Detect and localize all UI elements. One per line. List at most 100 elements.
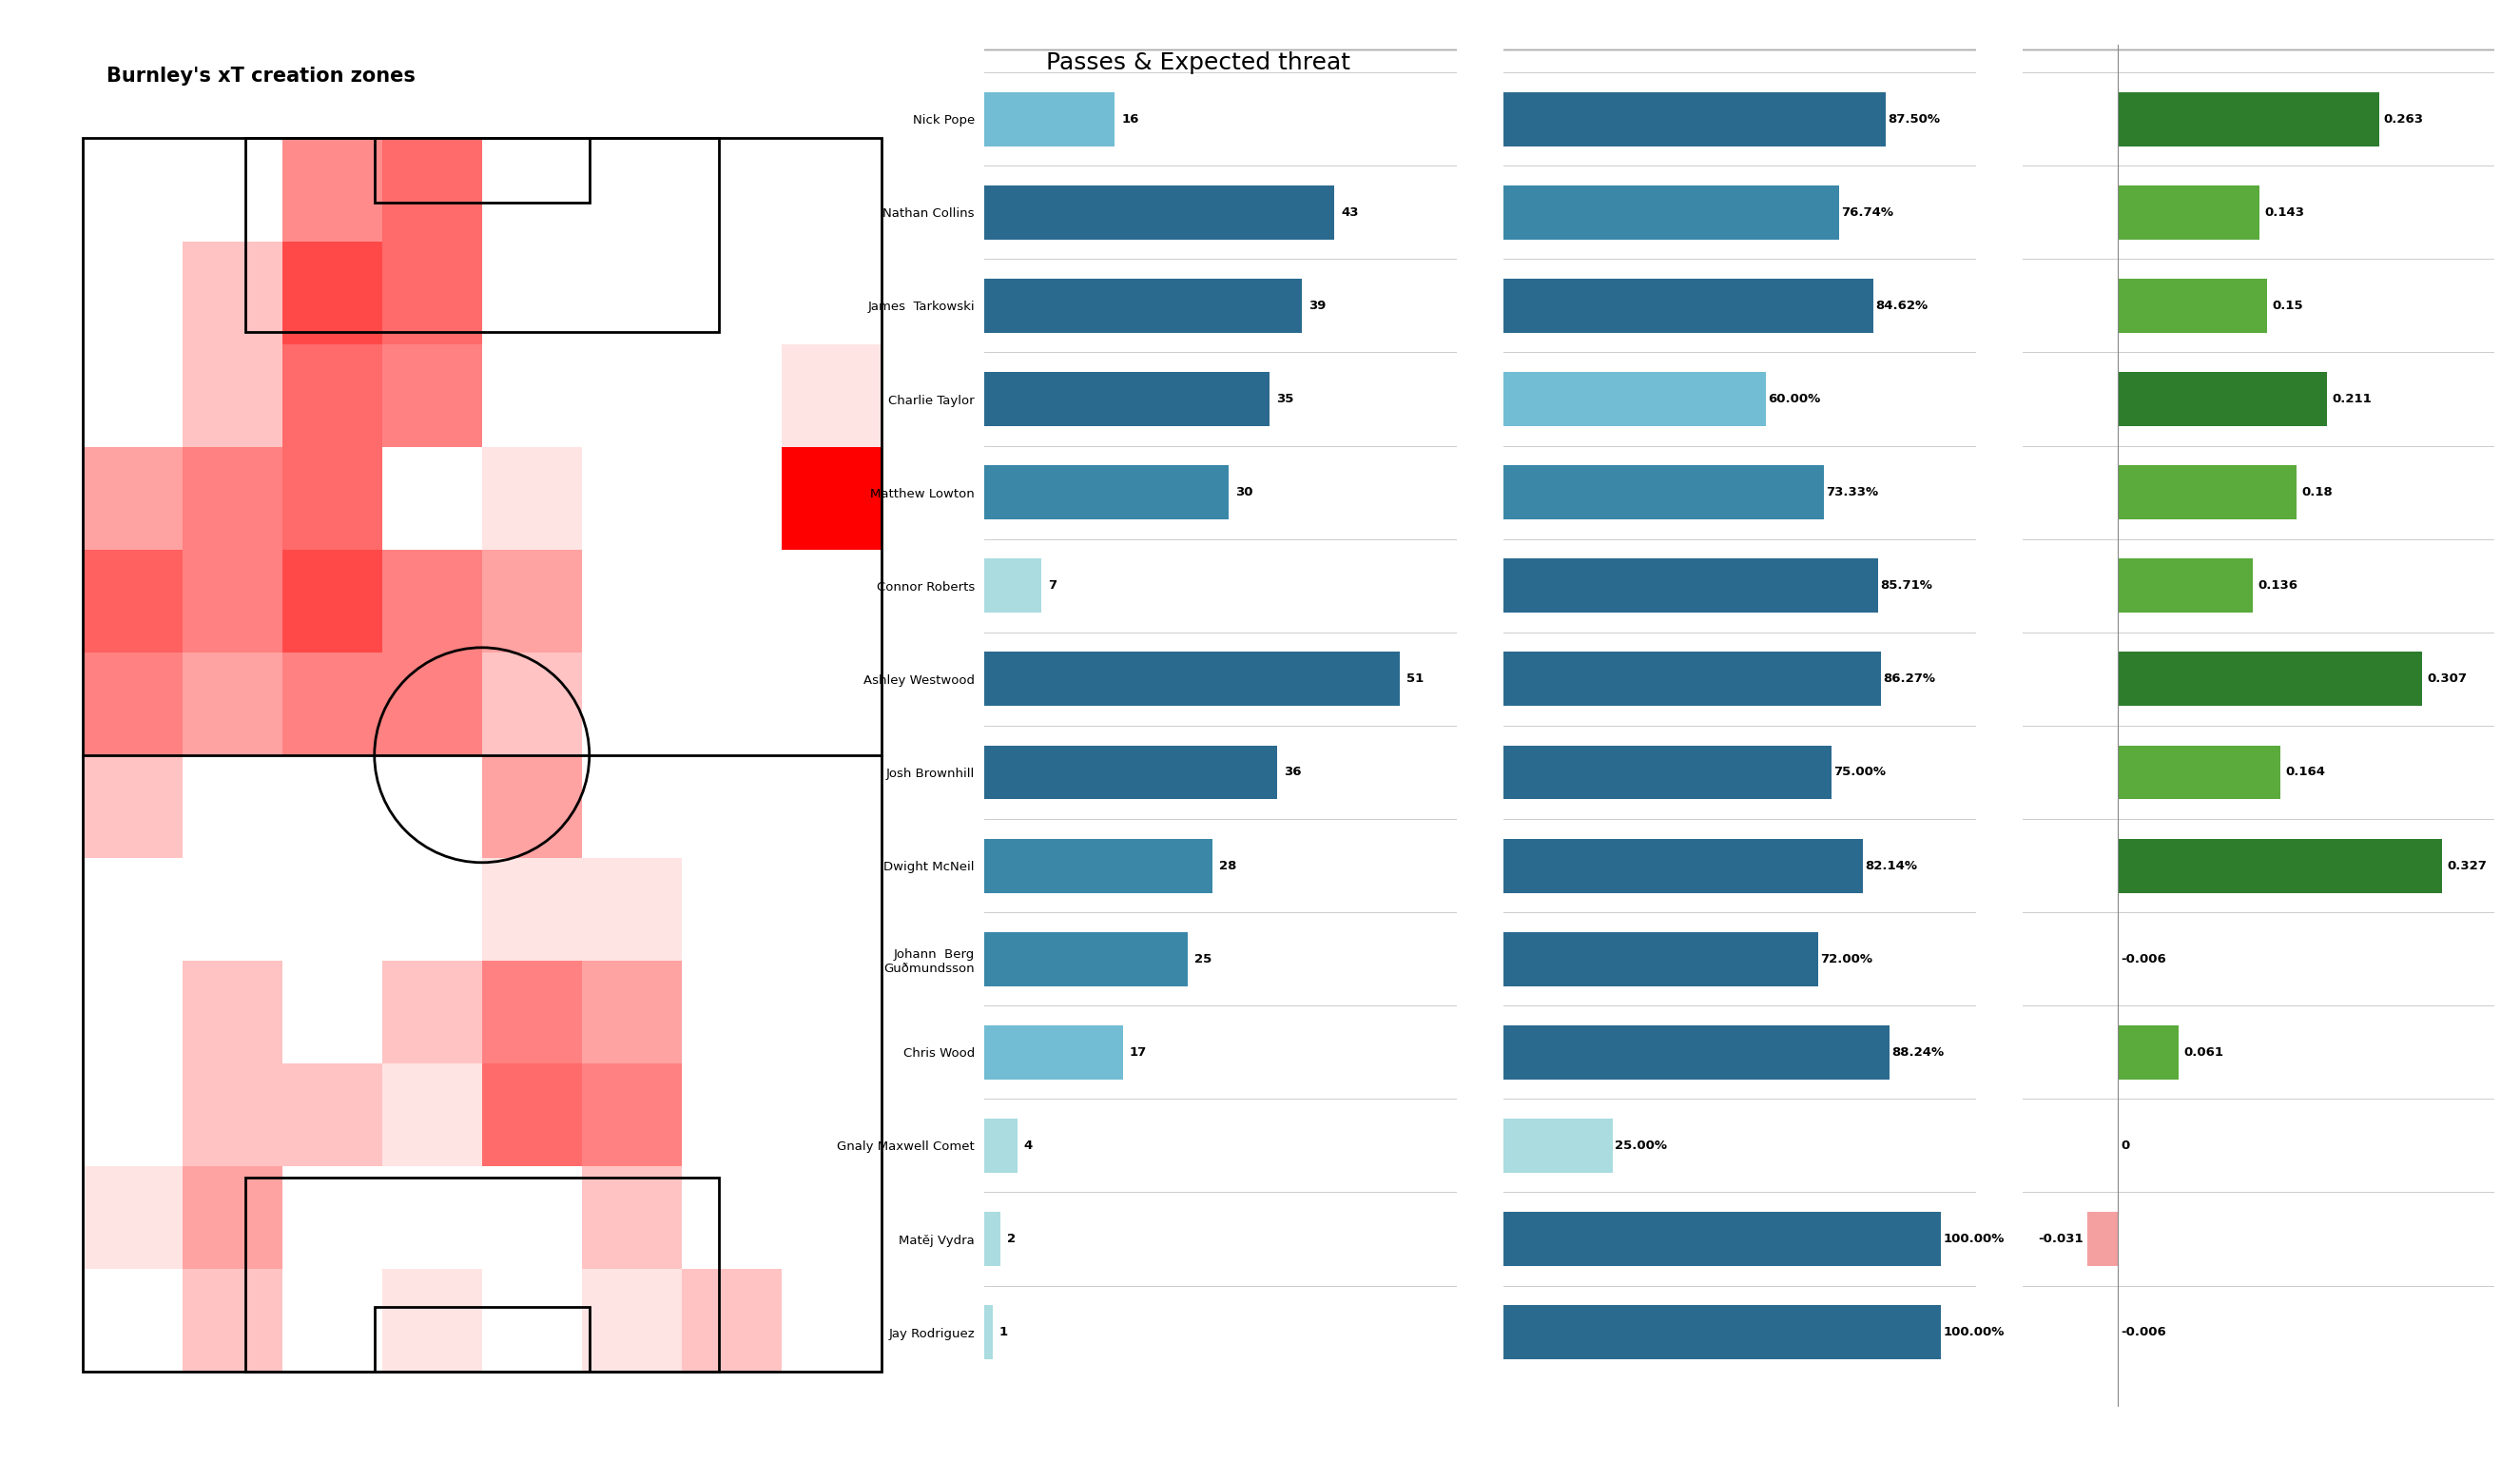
Text: 0.211: 0.211 — [2331, 392, 2371, 406]
Bar — [985, 932, 1187, 986]
Bar — [1504, 932, 1819, 986]
Bar — [985, 838, 1212, 893]
Bar — [383, 1269, 481, 1371]
Bar — [582, 961, 680, 1063]
Bar — [383, 344, 481, 447]
Text: 76.74%: 76.74% — [1842, 206, 1893, 219]
Bar — [985, 185, 1336, 240]
Bar — [781, 447, 882, 549]
Bar — [383, 138, 481, 241]
Text: 87.50%: 87.50% — [1887, 113, 1940, 126]
Text: -0.006: -0.006 — [2122, 952, 2167, 966]
Text: 16: 16 — [1121, 113, 1139, 126]
Text: 84.62%: 84.62% — [1875, 299, 1928, 312]
Bar — [2117, 185, 2260, 240]
Bar — [282, 652, 383, 755]
Bar — [985, 372, 1270, 427]
Text: 2: 2 — [1008, 1232, 1016, 1246]
Bar — [781, 344, 882, 447]
Bar — [481, 652, 582, 755]
Text: 0.061: 0.061 — [2182, 1046, 2223, 1059]
Bar — [1504, 185, 1840, 240]
Bar — [1504, 1118, 1613, 1173]
Bar — [375, 1308, 590, 1371]
Text: 0.307: 0.307 — [2427, 672, 2467, 686]
Bar — [1504, 652, 1880, 706]
Bar — [481, 549, 582, 652]
Bar — [181, 241, 282, 344]
Text: 60.00%: 60.00% — [1769, 392, 1819, 406]
Text: 4: 4 — [1023, 1139, 1033, 1152]
Text: 0.136: 0.136 — [2258, 579, 2298, 592]
Bar — [985, 465, 1230, 520]
Bar — [181, 1269, 282, 1371]
Text: Burnley's xT creation zones: Burnley's xT creation zones — [106, 67, 416, 86]
Text: 72.00%: 72.00% — [1819, 952, 1872, 966]
Bar — [1504, 278, 1872, 333]
Bar — [282, 241, 383, 344]
Text: 0.164: 0.164 — [2286, 766, 2326, 779]
Bar — [383, 241, 481, 344]
Text: 30: 30 — [1235, 486, 1252, 499]
Text: 0.327: 0.327 — [2447, 859, 2487, 872]
Bar — [1504, 465, 1824, 520]
Bar — [985, 1305, 993, 1360]
Text: 51: 51 — [1406, 672, 1424, 686]
Text: 100.00%: 100.00% — [1943, 1325, 2003, 1339]
Text: 7: 7 — [1048, 579, 1056, 592]
Text: 17: 17 — [1129, 1046, 1147, 1059]
Text: 39: 39 — [1308, 299, 1326, 312]
Bar — [383, 961, 481, 1063]
Bar — [282, 344, 383, 447]
Text: 0.18: 0.18 — [2301, 486, 2334, 499]
Bar — [481, 1063, 582, 1166]
Bar — [985, 92, 1114, 147]
Text: 25.00%: 25.00% — [1615, 1139, 1668, 1152]
Text: 75.00%: 75.00% — [1835, 766, 1885, 779]
Text: 0.263: 0.263 — [2384, 113, 2424, 126]
Bar — [244, 138, 718, 332]
Bar — [2117, 465, 2296, 520]
Bar — [1504, 745, 1832, 800]
Bar — [383, 549, 481, 652]
Bar — [2117, 838, 2442, 893]
Bar — [1504, 92, 1885, 147]
Bar — [582, 1269, 680, 1371]
Bar — [83, 652, 181, 755]
Bar — [481, 961, 582, 1063]
Bar — [985, 745, 1278, 800]
Bar — [375, 138, 590, 203]
Text: 100.00%: 100.00% — [1943, 1232, 2003, 1246]
Bar — [2117, 558, 2253, 613]
Bar — [1504, 372, 1767, 427]
Bar — [181, 1063, 282, 1166]
Bar — [83, 755, 181, 857]
Bar — [1504, 1305, 1940, 1360]
Bar — [181, 447, 282, 549]
Text: 35: 35 — [1275, 392, 1293, 406]
Text: 43: 43 — [1341, 206, 1358, 219]
Bar — [1504, 1025, 1890, 1080]
Bar — [985, 558, 1041, 613]
Bar — [2087, 1211, 2117, 1266]
Bar — [1504, 838, 1862, 893]
Bar — [582, 1166, 680, 1269]
Bar — [985, 278, 1303, 333]
Text: 25: 25 — [1194, 952, 1212, 966]
Bar — [181, 961, 282, 1063]
Bar — [2117, 745, 2281, 800]
Text: -0.031: -0.031 — [2039, 1232, 2084, 1246]
Text: 1: 1 — [1000, 1325, 1008, 1339]
Bar — [680, 1269, 781, 1371]
Bar — [1504, 558, 1877, 613]
Text: 0.143: 0.143 — [2265, 206, 2306, 219]
Bar — [383, 1063, 481, 1166]
Bar — [985, 1025, 1124, 1080]
Bar — [985, 1211, 1000, 1266]
Bar — [2117, 372, 2328, 427]
Bar — [83, 1166, 181, 1269]
Bar — [181, 652, 282, 755]
Bar — [481, 755, 582, 857]
Text: 85.71%: 85.71% — [1880, 579, 1933, 592]
Text: 0: 0 — [2122, 1139, 2129, 1152]
